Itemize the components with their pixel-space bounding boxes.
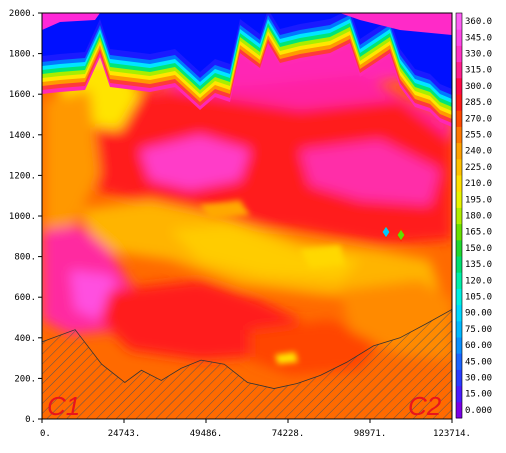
colorbar-swatch [456,353,462,370]
colorbar-label: 210.0 [465,179,492,189]
x-tick-label: 98971. [354,429,387,439]
colorbar-swatch [456,191,462,208]
x-tick-label: 49486. [190,429,223,439]
colorbar-swatch [456,13,462,30]
y-tick-label: 1600. [9,90,36,100]
x-tick-label: 74228. [272,429,305,439]
colorbar-label: 60.00 [465,341,492,351]
colorbar-label: 285.0 [465,98,492,108]
colorbar-label: 120.0 [465,276,492,286]
colorbar: 0.000 15.00 30.00 45.00 60.00 75.00 90.00 105.0… [455,12,492,419]
y-tick-label: 1800. [9,50,36,60]
colorbar-label: 345.0 [465,33,492,43]
upper-band-corner [42,13,100,30]
colorbar-swatch [456,256,462,273]
data-markers [381,225,406,242]
colorbar-label: 360.0 [465,17,492,27]
colorbar-label: 45.00 [465,357,492,367]
colorbar-label: 15.00 [465,390,492,400]
y-tick-label: 1400. [9,131,36,141]
colorbar-swatch [456,126,462,144]
corner-label-right: C2 [408,391,442,421]
y-tick-label: 600. [14,293,36,303]
colorbar-swatch [456,29,462,46]
colorbar-swatch [456,239,462,257]
colorbar-swatch [456,175,462,192]
colorbar-swatch [456,401,462,419]
colorbar-label: 105.0 [465,293,492,303]
y-tick-label: 800. [14,253,36,263]
colorbar-label: 255.0 [465,131,492,141]
colorbar-swatch [456,320,462,338]
x-axis: 0. 24743. 49486. 74228. 98971. 123714. [40,419,471,439]
terrain-hatch [41,308,453,420]
colorbar-label: 30.00 [465,374,492,384]
colorbar-swatch [456,288,462,306]
colorbar-swatch [456,94,462,111]
y-tick-label: 400. [14,334,36,344]
x-tick-label: 123714. [433,429,471,439]
corner-label-left: C1 [47,391,80,421]
colorbar-swatch [456,77,462,95]
colorbar-swatch [456,45,462,63]
colorbar-label: 0.000 [465,406,492,416]
colorbar-label: 165.0 [465,228,492,238]
y-tick-label: 2000. [9,9,36,19]
y-tick-label: 200. [14,374,36,384]
colorbar-swatch [456,337,462,354]
colorbar-swatch [456,304,462,322]
upper-band-top [42,13,452,89]
y-tick-label: 1000. [9,212,36,222]
colorbar-swatch [456,369,462,387]
colorbar-label: 180.0 [465,212,492,222]
colorbar-label: 150.0 [465,244,492,254]
colorbar-label: 330.0 [465,50,492,60]
colorbar-label: 75.00 [465,325,492,335]
colorbar-label: 225.0 [465,163,492,173]
colorbar-label: 315.0 [465,66,492,76]
colorbar-swatch [456,142,462,160]
colorbar-label: 300.0 [465,82,492,92]
y-tick-label: 1200. [9,171,36,181]
colorbar-swatch [456,158,462,176]
colorbar-label: 240.0 [465,147,492,157]
colorbar-frame [455,12,463,419]
colorbar-swatch [456,61,462,79]
colorbar-swatch [456,223,462,241]
colorbar-swatch [456,385,462,403]
colorbar-label: 90.00 [465,309,492,319]
x-tick-label: 0. [40,429,51,439]
colorbar-label: 135.0 [465,260,492,270]
upper-boundary-bands [42,13,452,127]
y-axis: 0. 200. 400. 600. 800. 1000. 1200. 1400. 1600. 18… [9,9,42,425]
colorbar-swatch [456,110,462,127]
colorbar-label: 195.0 [465,195,492,205]
y-tick-label: 0. [25,415,36,425]
upper-band-corner [340,13,452,35]
colorbar-label: 270.0 [465,114,492,124]
x-tick-label: 24743. [108,429,141,439]
colorbar-swatch [456,272,462,289]
colorbar-swatch [456,207,462,225]
